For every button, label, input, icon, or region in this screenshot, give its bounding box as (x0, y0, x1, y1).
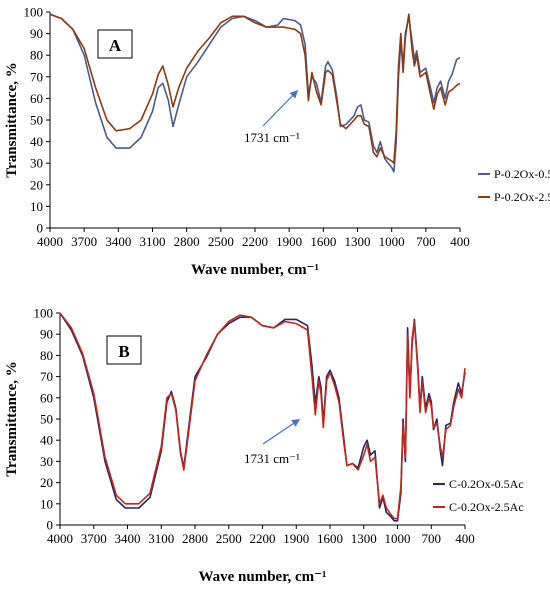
legend-label-2: P-0.2Ox-2.5Ac (494, 190, 550, 204)
x-tick-label: 400 (450, 234, 470, 249)
y-tick-label: 100 (34, 306, 54, 321)
annotation-arrow-head (289, 90, 298, 99)
x-tick-label: 700 (422, 531, 442, 546)
y-tick-label: 60 (40, 390, 53, 405)
x-tick-label: 1000 (385, 531, 411, 546)
annotation-label: 1731 cm⁻¹ (244, 130, 300, 145)
y-tick-label: 0 (47, 518, 54, 533)
x-tick-label: 4000 (37, 234, 63, 249)
x-tick-label: 2500 (208, 234, 234, 249)
x-tick-label: 700 (416, 234, 436, 249)
y-tick-label: 70 (40, 369, 53, 384)
y-tick-label: 40 (30, 134, 43, 149)
annotation-arrow-head (291, 419, 300, 427)
legend-label-1: P-0.2Ox-0.5Ac (494, 167, 550, 181)
panel-label: B (118, 342, 129, 361)
y-tick-label: 90 (40, 327, 53, 342)
x-tick-label: 2800 (182, 531, 208, 546)
x-tick-label: 1300 (345, 234, 371, 249)
x-tick-label: 3700 (71, 234, 97, 249)
x-tick-label: 3400 (105, 234, 131, 249)
y-tick-label: 30 (30, 156, 43, 171)
x-tick-label: 2800 (174, 234, 200, 249)
y-tick-label: 50 (40, 412, 53, 427)
y-tick-label: 80 (30, 48, 43, 63)
x-tick-label: 1000 (379, 234, 405, 249)
x-tick-label: 3100 (140, 234, 166, 249)
y-axis-title: Transmittance, % (4, 62, 20, 178)
x-axis-title: Wave number, cm⁻¹ (191, 262, 319, 278)
y-tick-label: 70 (30, 69, 43, 84)
x-tick-label: 400 (455, 531, 475, 546)
x-tick-label: 1300 (351, 531, 377, 546)
y-axis-title: Transmittance, % (4, 361, 20, 477)
x-tick-label: 2200 (242, 234, 268, 249)
panel-label-box (97, 29, 133, 59)
panel-label-box (106, 335, 142, 365)
y-tick-label: 0 (37, 221, 44, 236)
legend-label-1: C-0.2Ox-0.5Ac (449, 477, 524, 491)
x-tick-label: 3400 (115, 531, 141, 546)
x-tick-label: 2500 (216, 531, 242, 546)
y-tick-label: 10 (30, 199, 43, 214)
y-tick-label: 50 (30, 113, 43, 128)
legend-label-2: C-0.2Ox-2.5Ac (449, 500, 524, 514)
x-tick-label: 1600 (317, 531, 343, 546)
x-tick-label: 1600 (310, 234, 336, 249)
panel-label: A (109, 36, 122, 55)
y-tick-label: 60 (30, 91, 43, 106)
x-tick-label: 2200 (250, 531, 276, 546)
y-tick-label: 100 (24, 5, 44, 20)
x-tick-label: 1900 (283, 531, 309, 546)
x-tick-label: 3100 (148, 531, 174, 546)
series-line-2 (49, 13, 461, 164)
y-tick-label: 20 (40, 475, 53, 490)
annotation-arrow-shaft (262, 95, 293, 127)
y-tick-label: 20 (30, 177, 43, 192)
x-tick-label: 4000 (47, 531, 73, 546)
x-tick-label: 3700 (81, 531, 107, 546)
series-line-2 (59, 312, 466, 520)
annotation-label: 1731 cm⁻¹ (244, 451, 300, 466)
y-tick-label: 40 (40, 433, 53, 448)
y-tick-label: 80 (40, 348, 53, 363)
y-tick-label: 10 (40, 496, 53, 511)
y-tick-label: 90 (30, 26, 43, 41)
annotation-arrow-shaft (262, 422, 294, 445)
x-tick-label: 1900 (276, 234, 302, 249)
x-axis-title: Wave number, cm⁻¹ (198, 569, 326, 585)
y-tick-label: 30 (40, 454, 53, 469)
